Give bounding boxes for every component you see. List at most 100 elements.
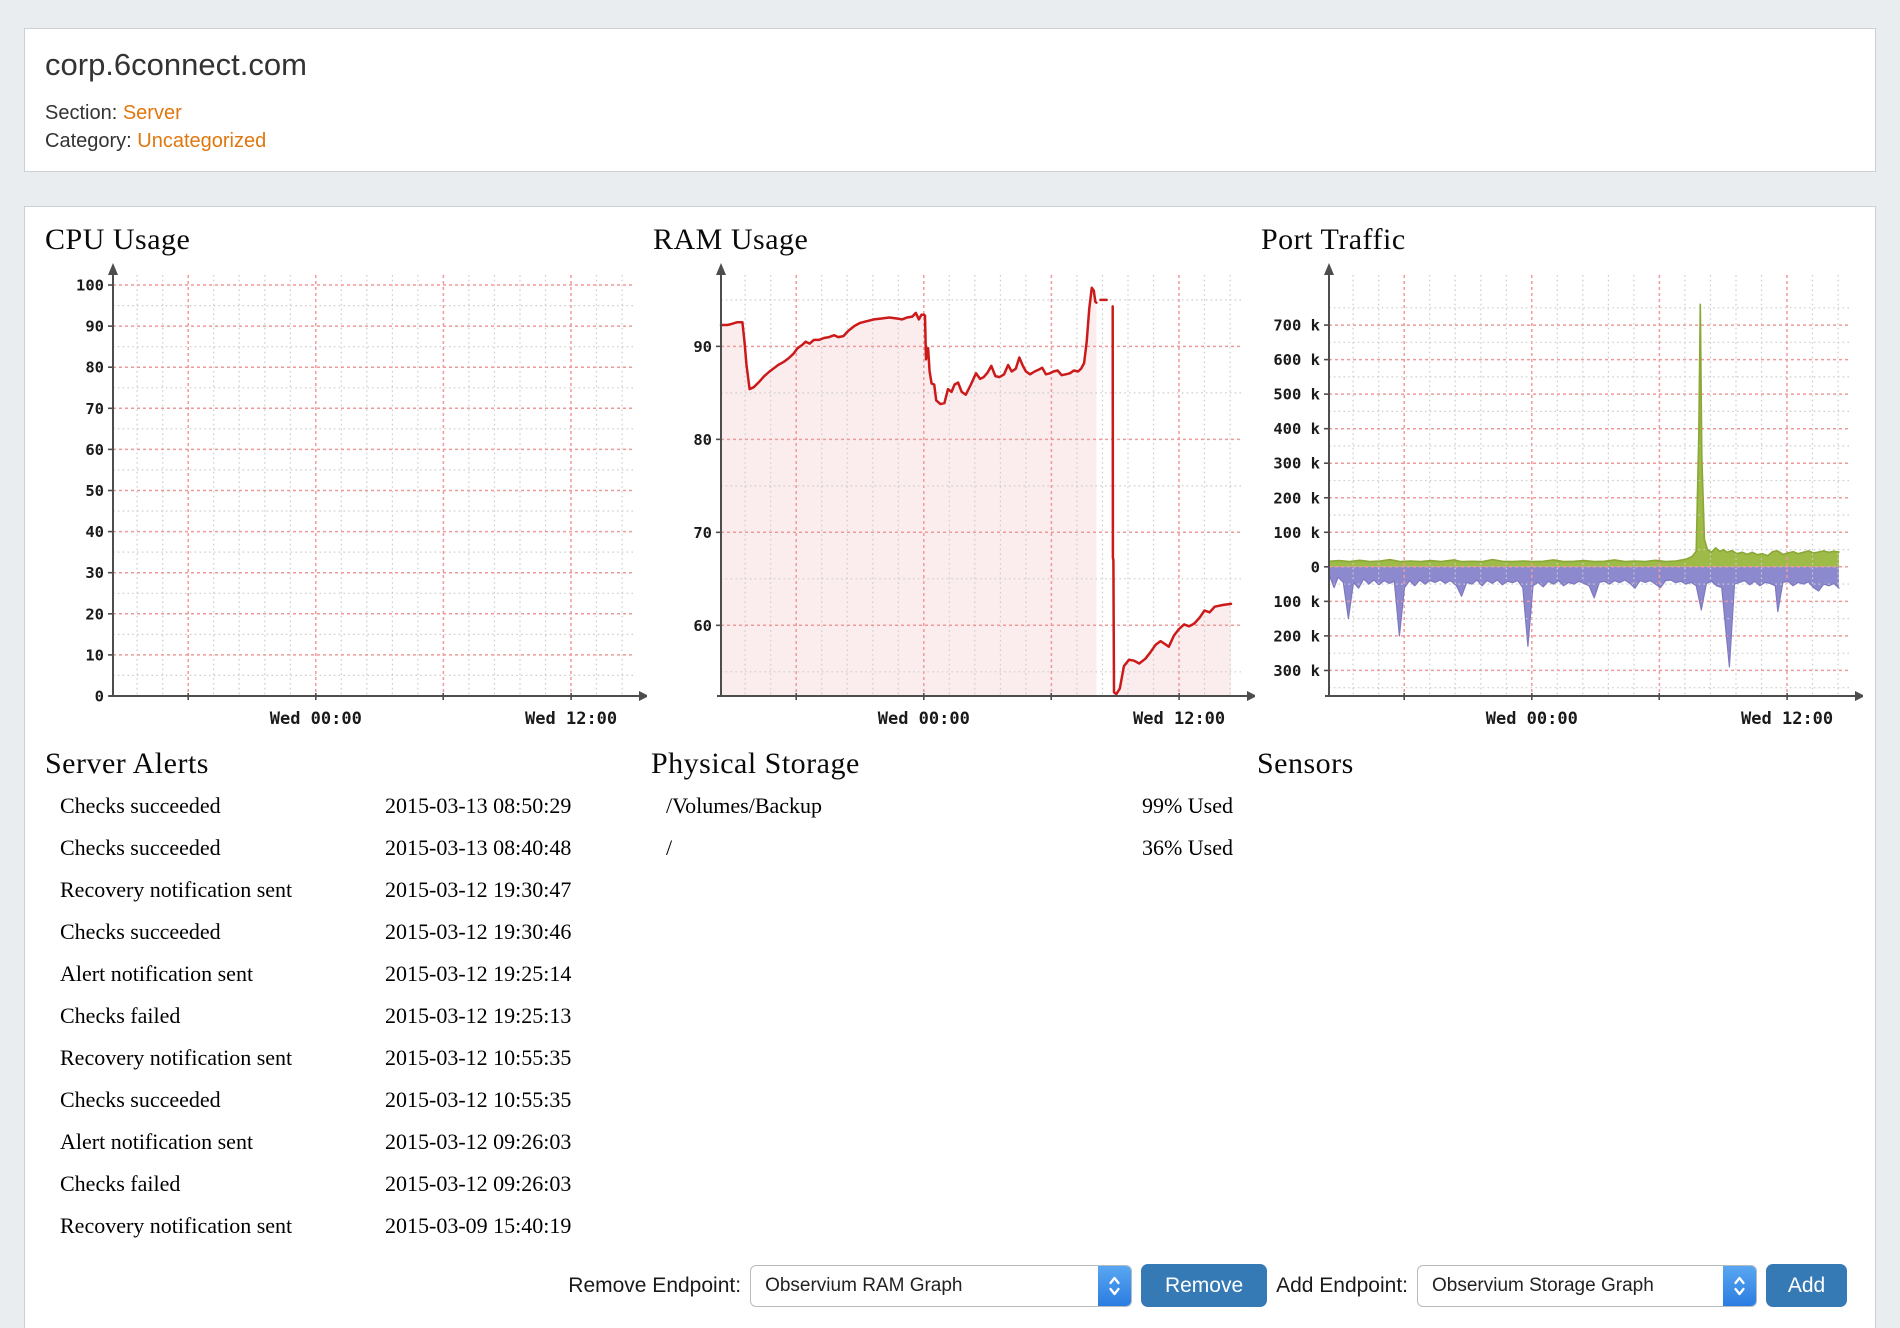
svg-text:Wed 00:00: Wed 00:00	[1486, 709, 1578, 729]
svg-text:700 k: 700 k	[1273, 317, 1320, 335]
svg-text:Wed 12:00: Wed 12:00	[525, 709, 617, 729]
storage-used: 99% Used	[1141, 793, 1233, 818]
svg-text:100 k: 100 k	[1273, 593, 1320, 611]
remove-endpoint-select[interactable]: Observium RAM Graph	[750, 1264, 1133, 1307]
svg-text:50: 50	[85, 482, 104, 500]
svg-text:Wed 12:00: Wed 12:00	[1741, 709, 1833, 729]
svg-text:80: 80	[85, 359, 104, 377]
physical-storage-section: Physical Storage /Volumes/Backup 99% Used…	[649, 745, 1251, 869]
server-alerts-section: Server Alerts Checks succeeded 2015-03-13…	[43, 745, 645, 1247]
svg-text:10: 10	[85, 646, 104, 664]
port-traffic-title: Port Traffic	[1261, 223, 1406, 256]
svg-text:Wed 00:00: Wed 00:00	[270, 709, 362, 729]
section-link[interactable]: Server	[122, 102, 182, 124]
category-label: Category:	[45, 130, 132, 152]
alert-row: Recovery notification sent 2015-03-12 10:…	[43, 1037, 645, 1079]
alert-timestamp: 2015-03-13 08:50:29	[385, 793, 572, 818]
alert-row: Checks succeeded 2015-03-12 10:55:35	[43, 1079, 645, 1121]
storage-path: /Volumes/Backup	[666, 793, 823, 818]
add-endpoint-select[interactable]: Observium Storage Graph	[1417, 1264, 1757, 1307]
svg-text:100: 100	[76, 277, 104, 295]
svg-text:300 k: 300 k	[1273, 455, 1320, 473]
cpu-usage-title: CPU Usage	[45, 223, 191, 256]
add-endpoint-select-value: Observium Storage Graph	[1432, 1274, 1654, 1296]
svg-text:600 k: 600 k	[1273, 351, 1320, 369]
storage-path: /	[666, 835, 673, 860]
alert-label: Alert notification sent	[60, 1129, 254, 1154]
add-endpoint-label: Add Endpoint:	[1276, 1273, 1408, 1297]
alert-row: Checks succeeded 2015-03-12 19:30:46	[43, 911, 645, 953]
alert-timestamp: 2015-03-12 19:25:14	[385, 961, 572, 986]
remove-endpoint-label: Remove Endpoint:	[568, 1273, 742, 1297]
svg-text:500 k: 500 k	[1273, 386, 1320, 404]
dashboard-card: CPU Usage 100 90 80 70 60 50 40 30 20 10 0 Wed 00:0…	[24, 206, 1876, 1328]
svg-text:80: 80	[693, 431, 712, 449]
storage-row: / 36% Used	[649, 827, 1251, 869]
server-alerts-list: Checks succeeded 2015-03-13 08:50:29 Check…	[43, 785, 645, 1247]
alert-row: Checks succeeded 2015-03-13 08:40:48	[43, 827, 645, 869]
svg-text:0: 0	[1311, 558, 1320, 576]
add-button[interactable]: Add	[1766, 1264, 1847, 1307]
svg-text:70: 70	[693, 524, 712, 542]
category-link[interactable]: Uncategorized	[137, 130, 267, 152]
alert-row: Checks failed 2015-03-12 09:26:03	[43, 1163, 645, 1205]
section-label: Section:	[45, 102, 118, 124]
storage-used: 36% Used	[1141, 835, 1233, 860]
header-card: corp.6connect.com Section: Server Catego…	[24, 28, 1876, 172]
alert-label: Recovery notification sent	[60, 877, 293, 902]
port-traffic-block: Port Traffic 700 k 600 k 500 k 400 k 300 k 20…	[1259, 221, 1863, 735]
sensors-section: Sensors	[1255, 745, 1857, 785]
remove-endpoint-select-value: Observium RAM Graph	[765, 1274, 963, 1296]
svg-text:40: 40	[85, 523, 104, 541]
ram-usage-chart: 90 80 70 60 Wed 00:00 Wed 12:00	[693, 263, 1255, 729]
svg-text:200 k: 200 k	[1273, 627, 1320, 645]
alert-timestamp: 2015-03-09 15:40:19	[385, 1213, 572, 1238]
cpu-usage-block: CPU Usage 100 90 80 70 60 50 40 30 20 10 0 Wed 00:0…	[43, 221, 647, 735]
alert-row: Alert notification sent 2015-03-12 19:25:…	[43, 953, 645, 995]
svg-text:100 k: 100 k	[1273, 524, 1320, 542]
remove-button[interactable]: Remove	[1141, 1264, 1268, 1307]
svg-text:300 k: 300 k	[1273, 662, 1320, 680]
svg-text:60: 60	[693, 617, 712, 635]
alert-timestamp: 2015-03-12 19:25:13	[385, 1003, 572, 1028]
svg-text:60: 60	[85, 441, 104, 459]
select-stepper-icon[interactable]	[1098, 1265, 1132, 1306]
svg-text:Wed 12:00: Wed 12:00	[1133, 709, 1225, 729]
alert-label: Checks succeeded	[60, 1087, 221, 1112]
alert-row: Checks failed 2015-03-12 19:25:13	[43, 995, 645, 1037]
alert-label: Checks failed	[60, 1003, 181, 1028]
alert-row: Checks succeeded 2015-03-13 08:50:29	[43, 785, 645, 827]
lists-row: Server Alerts Checks succeeded 2015-03-13…	[43, 745, 1857, 1260]
page-title: corp.6connect.com	[45, 47, 307, 82]
alert-timestamp: 2015-03-12 10:55:35	[385, 1087, 572, 1112]
alert-timestamp: 2015-03-12 19:30:46	[385, 919, 572, 944]
svg-text:20: 20	[85, 605, 104, 623]
alert-label: Recovery notification sent	[60, 1045, 293, 1070]
alert-timestamp: 2015-03-12 09:26:03	[385, 1129, 572, 1154]
alert-label: Checks succeeded	[60, 919, 221, 944]
select-stepper-icon[interactable]	[1723, 1265, 1756, 1306]
svg-text:200 k: 200 k	[1273, 489, 1320, 507]
alert-label: Checks failed	[60, 1171, 181, 1196]
alert-row: Recovery notification sent 2015-03-12 19:…	[43, 869, 645, 911]
physical-storage-list: /Volumes/Backup 99% Used / 36% Used	[649, 785, 1251, 869]
charts-row: CPU Usage 100 90 80 70 60 50 40 30 20 10 0 Wed 00:0…	[43, 221, 1863, 735]
svg-text:70: 70	[85, 400, 104, 418]
server-alerts-title: Server Alerts	[45, 747, 209, 780]
alert-row: Recovery notification sent 2015-03-09 15:…	[43, 1205, 645, 1247]
alert-timestamp: 2015-03-12 09:26:03	[385, 1171, 572, 1196]
svg-text:0: 0	[95, 688, 104, 706]
alert-timestamp: 2015-03-13 08:40:48	[385, 835, 572, 860]
svg-text:30: 30	[85, 564, 104, 582]
svg-text:90: 90	[693, 338, 712, 356]
svg-text:400 k: 400 k	[1273, 420, 1320, 438]
alert-label: Checks succeeded	[60, 793, 221, 818]
category-line: Category: Uncategorized	[45, 127, 1855, 155]
alert-label: Checks succeeded	[60, 835, 221, 860]
alert-timestamp: 2015-03-12 19:30:47	[385, 877, 572, 902]
port-traffic-chart: 700 k 600 k 500 k 400 k 300 k 200 k 100 k 0 100 …	[1273, 263, 1863, 729]
sensors-title: Sensors	[1257, 747, 1354, 780]
physical-storage-title: Physical Storage	[651, 747, 860, 780]
